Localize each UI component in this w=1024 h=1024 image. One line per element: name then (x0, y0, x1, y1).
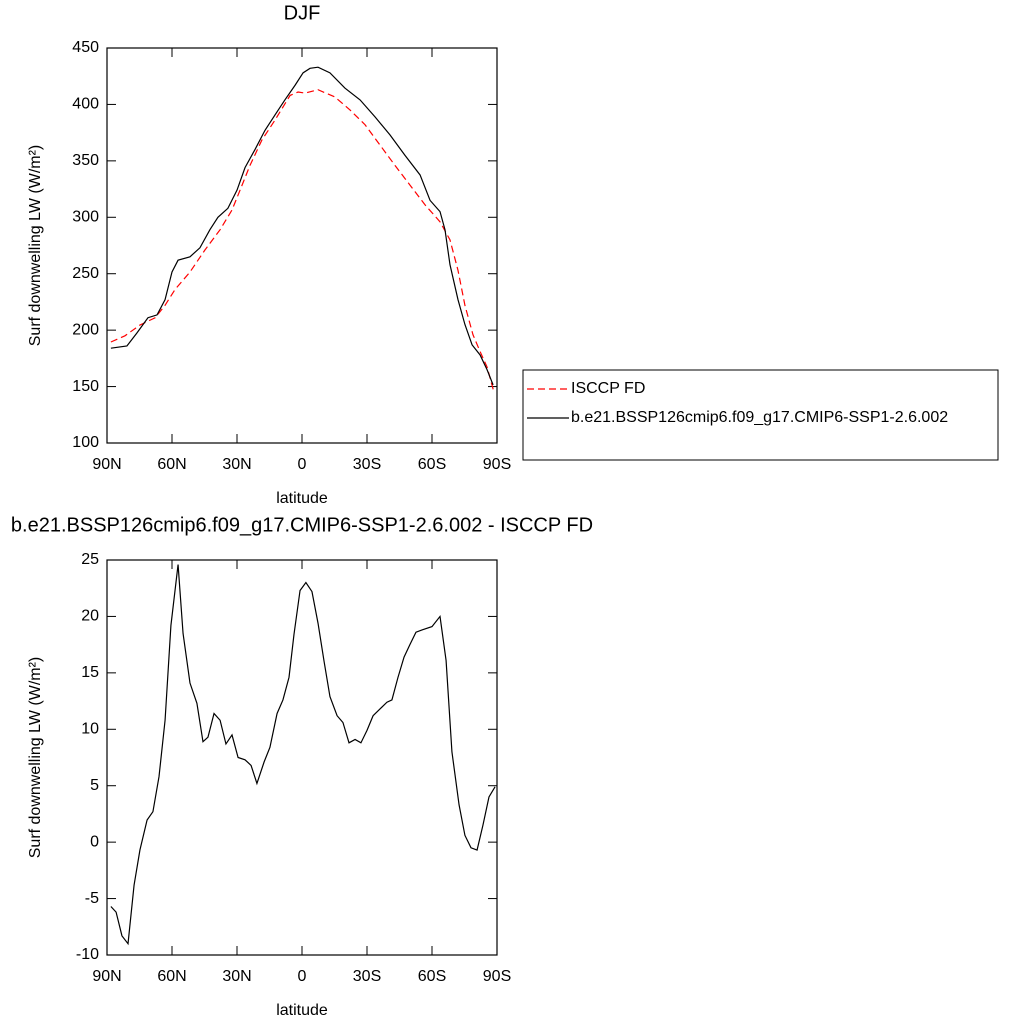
y-tick-label: 400 (72, 96, 99, 113)
x-tick-label: 30S (353, 968, 381, 985)
plot-frame (106, 559, 498, 956)
y-axis-label: Surf downwelling LW (W/m²) (27, 657, 44, 859)
x-axis-label: latitude (276, 490, 328, 507)
x-tick-label: 0 (298, 456, 307, 473)
x-tick-label: 90N (92, 968, 121, 985)
chart-title: b.e21.BSSP126cmip6.f09_g17.CMIP6-SSP1-2.… (11, 514, 593, 536)
y-tick-label: 350 (72, 152, 99, 169)
x-tick-label: 90S (483, 968, 511, 985)
data-line (110, 66, 494, 386)
data-line (110, 89, 495, 393)
y-tick-label: 10 (81, 721, 99, 738)
x-tick-label: 30N (222, 968, 251, 985)
x-axis-label: latitude (276, 1002, 328, 1019)
y-tick-label: -10 (76, 946, 99, 963)
y-axis-label: Surf downwelling LW (W/m²) (27, 145, 44, 347)
y-tick-label: 0 (90, 833, 99, 850)
x-tick-label: 30N (222, 456, 251, 473)
y-tick-label: -5 (85, 890, 99, 907)
y-tick-label: 150 (72, 378, 99, 395)
y-tick-label: 450 (72, 39, 99, 56)
y-tick-label: 200 (72, 321, 99, 338)
y-tick-label: 5 (90, 777, 99, 794)
y-tick-label: 15 (81, 664, 99, 681)
plot-frame (106, 47, 498, 444)
x-tick-label: 90S (483, 456, 511, 473)
y-tick-label: 100 (72, 434, 99, 451)
x-tick-label: 0 (298, 968, 307, 985)
y-tick-label: 25 (81, 551, 99, 568)
y-tick-label: 300 (72, 209, 99, 226)
y-tick-label: 250 (72, 265, 99, 282)
x-tick-label: 30S (353, 456, 381, 473)
x-tick-label: 60S (418, 456, 446, 473)
y-tick-label: 20 (81, 608, 99, 625)
x-tick-label: 60N (157, 456, 186, 473)
chart-title: DJF (284, 2, 321, 24)
x-tick-label: 60N (157, 968, 186, 985)
x-tick-label: 60S (418, 968, 446, 985)
legend-box (522, 369, 999, 461)
data-line (110, 564, 496, 946)
x-tick-label: 90N (92, 456, 121, 473)
legend-label: b.e21.BSSP126cmip6.f09_g17.CMIP6-SSP1-2.… (571, 409, 948, 426)
legend-label: ISCCP FD (571, 380, 645, 397)
